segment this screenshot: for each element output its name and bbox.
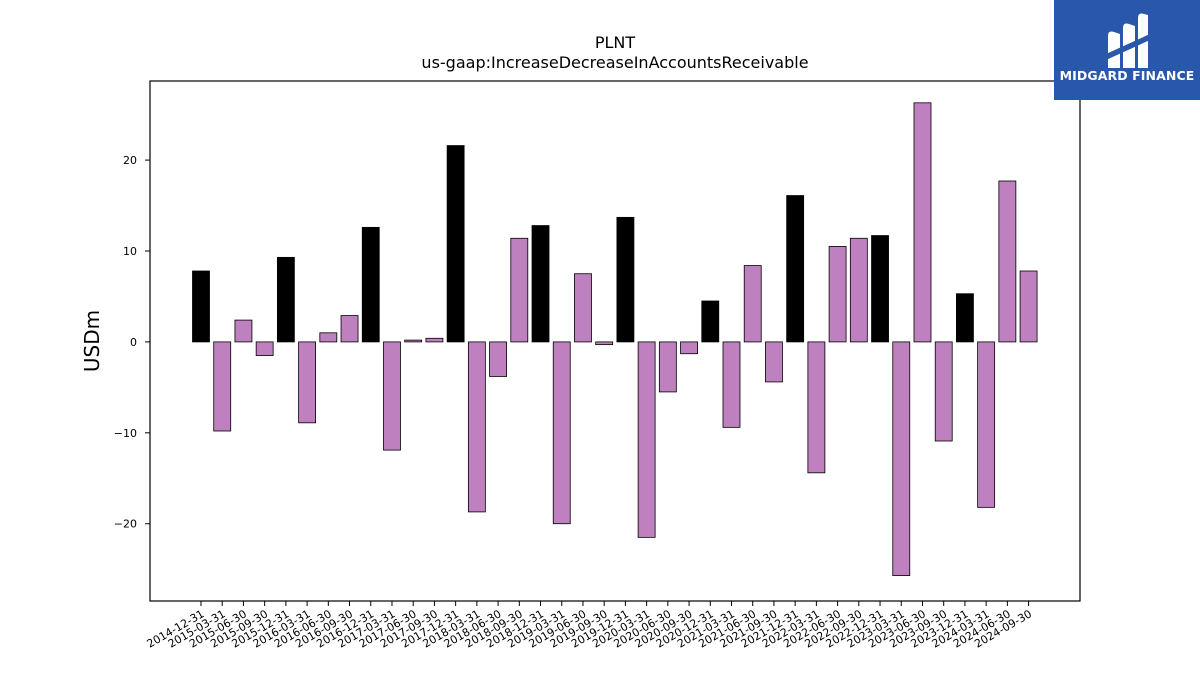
bar-2022-03-31	[807, 341, 826, 474]
bar-2015-09-30	[255, 341, 274, 356]
y-tick-label: −10	[114, 427, 137, 440]
bar-2014-12-31	[192, 270, 210, 343]
bar-2023-06-30	[913, 102, 932, 343]
bar-2022-09-30	[849, 237, 868, 343]
y-tick-label: 10	[123, 245, 137, 258]
bar-2018-12-31	[531, 225, 550, 343]
chart-title: PLNT	[595, 33, 636, 52]
bar-2016-12-31	[361, 226, 380, 343]
bar-2015-06-30	[234, 319, 253, 343]
bar-2016-06-30	[319, 332, 338, 343]
bar-2020-09-30	[680, 341, 698, 355]
bar-2021-03-31	[722, 341, 741, 428]
bar-2016-09-30	[340, 315, 359, 343]
bar-2017-06-30	[404, 339, 423, 343]
bar-2019-09-30	[595, 341, 614, 346]
bar-2021-12-31	[786, 195, 805, 343]
bar-2020-12-31	[701, 300, 720, 343]
plot-area-frame	[149, 80, 1081, 602]
y-tick-label: 20	[123, 154, 137, 167]
bar-2024-09-30	[1019, 270, 1038, 343]
bar-2024-03-31	[977, 341, 996, 508]
chart-subtitle: us-gaap:IncreaseDecreaseInAccountsReceiv…	[421, 53, 808, 72]
brand-name: MIDGARD FINANCE	[1059, 68, 1195, 83]
bar-2020-03-31	[637, 341, 656, 538]
bar-2021-06-30	[743, 265, 762, 343]
bar-2017-09-30	[425, 337, 444, 343]
midgard-logo-icon	[1106, 13, 1150, 68]
bar-2020-06-30	[658, 341, 677, 393]
bar-2024-06-30	[998, 180, 1017, 343]
bar-2018-03-31	[467, 341, 486, 513]
bar-2015-03-31	[213, 341, 232, 432]
bar-2018-09-30	[510, 237, 529, 343]
bar-2019-12-31	[616, 216, 635, 343]
bar-2022-12-31	[871, 235, 889, 343]
bar-2017-03-31	[383, 341, 401, 451]
y-axis-ticks: −20 −10 0 10 20	[114, 154, 150, 531]
bar-2023-09-30	[934, 341, 953, 442]
y-tick-label: 0	[130, 336, 137, 349]
bar-2017-12-31	[446, 145, 465, 343]
bar-2015-12-31	[276, 256, 295, 343]
y-tick-label: −20	[114, 518, 137, 531]
bar-2016-03-31	[298, 341, 317, 424]
bar-2018-06-30	[489, 341, 507, 377]
bar-2023-12-31	[956, 293, 974, 343]
bar-2022-06-30	[828, 246, 847, 343]
bar-2019-03-31	[552, 341, 571, 525]
y-axis-label: USDm	[80, 310, 104, 372]
bar-2021-09-30	[765, 341, 783, 383]
brand-logo: MIDGARD FINANCE	[1054, 0, 1200, 100]
bars-layer	[192, 102, 1038, 576]
bar-2019-06-30	[574, 273, 592, 343]
x-axis-ticks: 2014-12-312015-03-312015-06-302015-09-30…	[145, 601, 1034, 651]
bar-2023-03-31	[892, 341, 911, 576]
